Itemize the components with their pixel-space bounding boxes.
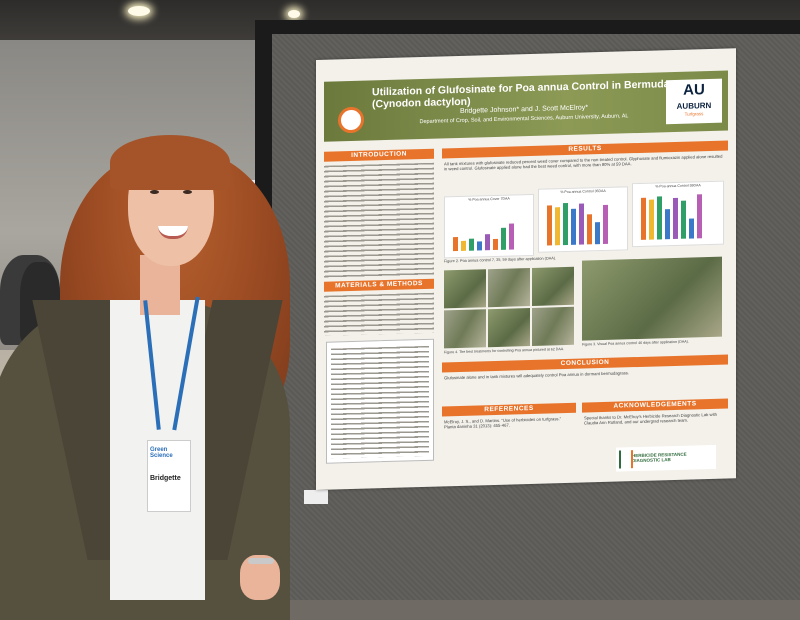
board-number-tag (304, 490, 328, 504)
bar (461, 240, 466, 251)
bar (501, 227, 506, 250)
bar (547, 205, 552, 246)
eye (183, 190, 192, 194)
plot-photo (444, 309, 486, 349)
badge-event: Green Science (150, 447, 173, 459)
acknowledgements-heading: ACKNOWLEDGEMENTS (582, 398, 728, 413)
seal-logo (338, 106, 364, 134)
chart-35daa: % Poa annua Control 35DAA (538, 186, 628, 253)
auburn-logo: AU AUBURN Turfgrass (666, 78, 722, 125)
research-poster: Utilization of Glufosinate for Poa annua… (316, 48, 736, 490)
auburn-sub: Turfgrass (684, 111, 704, 117)
plot-photo (532, 266, 574, 306)
bar (555, 207, 560, 246)
name-badge: Green Science Bridgette (147, 440, 191, 512)
bar (485, 234, 490, 251)
introduction-text (324, 162, 434, 278)
chart-plot (545, 197, 623, 246)
plot-photo (488, 268, 530, 308)
bar (571, 208, 576, 245)
chart-title: % Poa annua Cover 7DAA (468, 196, 510, 202)
bar (563, 202, 568, 246)
dna-icon (619, 450, 633, 469)
eye (150, 190, 159, 194)
chart-title: % Poa annua Control 59DAA (655, 183, 701, 189)
ceiling-light (128, 6, 150, 16)
acknowledgements-text: Special thanks to Dr. McElroy's Herbicid… (584, 411, 717, 426)
bar (509, 223, 514, 250)
references-text: McElroy, J. S., and D. Martins. "Use of … (444, 416, 562, 430)
chart-plot (451, 205, 529, 252)
chart-plot (639, 192, 719, 240)
bar (453, 237, 458, 252)
chart-59daa: % Poa annua Control 59DAA (632, 180, 724, 248)
bar (477, 241, 482, 251)
bar (595, 222, 600, 245)
materials-heading: MATERIALS & METHODS (324, 278, 434, 292)
bracelet (248, 558, 274, 564)
figure-caption: Figure 4. The best treatments for contro… (444, 347, 565, 355)
figure-caption: Figure 3. Visual Poa annua control 46 da… (582, 339, 689, 347)
bar (641, 197, 646, 240)
introduction-heading: INTRODUCTION (324, 148, 434, 162)
auburn-name: AUBURN (676, 100, 712, 111)
bar (673, 197, 678, 240)
bar (603, 204, 608, 244)
bar (469, 238, 474, 251)
badge-name: Bridgette (150, 475, 181, 482)
diagnostic-lab-logo: HERBICIDE RESISTANCE DIAGNOSTIC LAB (616, 444, 716, 472)
auburn-mark: AU (683, 81, 705, 99)
bar (681, 200, 686, 239)
bar (493, 238, 498, 251)
poster-header: Utilization of Glufosinate for Poa annua… (324, 70, 728, 142)
plot-photo (444, 269, 486, 309)
bar (657, 196, 662, 240)
smile (158, 226, 188, 239)
chart-7daa: % Poa annua Cover 7DAA (444, 193, 534, 259)
bar (579, 203, 584, 245)
bar (689, 218, 694, 239)
plot-photo (532, 306, 574, 346)
treatment-table (326, 338, 434, 464)
table-rows (331, 345, 429, 459)
ceiling-light (288, 10, 300, 18)
materials-text (324, 292, 434, 336)
bar (697, 194, 702, 239)
bar (587, 214, 592, 245)
conclusion-text: Glufosinate alone and in tank mixtures w… (444, 370, 630, 381)
references-heading: REFERENCES (442, 402, 576, 417)
bar (665, 209, 670, 240)
field-photo (582, 256, 722, 341)
plot-photo (488, 308, 530, 348)
chart-title: % Poa annua Control 35DAA (560, 188, 606, 195)
bar (649, 199, 654, 240)
lab-logo-text: HERBICIDE RESISTANCE DIAGNOSTIC LAB (632, 451, 687, 464)
hair (110, 135, 230, 190)
